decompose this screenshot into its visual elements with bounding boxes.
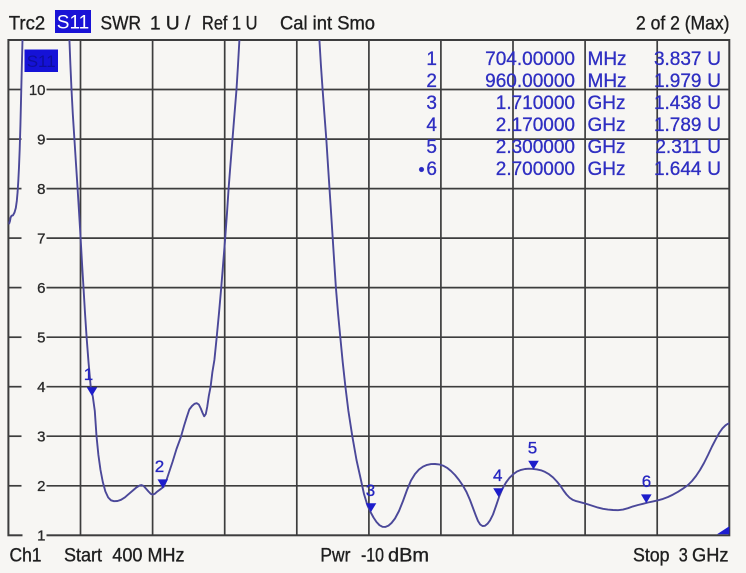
svg-text:960.00000: 960.00000	[485, 71, 575, 92]
svg-text:6: 6	[37, 280, 45, 297]
svg-text:1 U: 1 U	[150, 14, 180, 35]
svg-text:U: U	[707, 159, 721, 180]
svg-text:2: 2	[37, 478, 45, 495]
svg-text:8: 8	[37, 181, 45, 198]
svg-text:1.710000: 1.710000	[496, 93, 575, 114]
svg-text:1: 1	[37, 528, 45, 545]
svg-text:400: 400	[112, 546, 142, 567]
svg-text:MHz: MHz	[588, 71, 627, 92]
svg-text:Pwr: Pwr	[320, 546, 351, 567]
svg-text:dBm: dBm	[388, 546, 429, 567]
svg-text:SWR: SWR	[101, 14, 142, 35]
svg-text:6: 6	[426, 159, 437, 180]
svg-text:/: /	[185, 14, 191, 35]
svg-text:Start: Start	[64, 546, 103, 567]
svg-text:9: 9	[37, 131, 45, 148]
svg-text:Cal int Smo: Cal int Smo	[280, 14, 375, 35]
svg-text:2.700000: 2.700000	[496, 159, 575, 180]
svg-text:1.789: 1.789	[654, 115, 702, 136]
svg-text:3.837: 3.837	[654, 49, 702, 70]
svg-text:3: 3	[366, 481, 375, 500]
svg-text:704.00000: 704.00000	[485, 49, 575, 70]
svg-text:2 of 2 (Max): 2 of 2 (Max)	[636, 14, 730, 35]
svg-text:2: 2	[155, 457, 164, 476]
svg-text:S11: S11	[27, 52, 56, 71]
svg-text:4: 4	[37, 379, 45, 396]
svg-text:GHz: GHz	[588, 159, 626, 180]
svg-text:U: U	[707, 93, 721, 114]
svg-text:1.644: 1.644	[654, 159, 702, 180]
svg-text:Ch1: Ch1	[10, 546, 42, 567]
svg-text:MHz: MHz	[148, 546, 185, 567]
svg-text:GHz: GHz	[692, 546, 729, 567]
svg-text:1: 1	[426, 49, 437, 70]
svg-text:4: 4	[493, 466, 502, 485]
svg-text:10: 10	[29, 82, 46, 99]
svg-text:U: U	[707, 115, 721, 136]
svg-text:5: 5	[426, 137, 437, 158]
svg-text:U: U	[707, 137, 721, 158]
svg-text:1: 1	[84, 365, 93, 384]
svg-text:1.438: 1.438	[654, 93, 702, 114]
svg-text:U: U	[707, 71, 721, 92]
svg-text:GHz: GHz	[588, 93, 626, 114]
svg-text:GHz: GHz	[588, 137, 626, 158]
svg-text:6: 6	[642, 472, 651, 491]
svg-text:MHz: MHz	[588, 49, 627, 70]
svg-text:3: 3	[679, 546, 688, 567]
svg-text:-10: -10	[361, 546, 384, 567]
svg-text:7: 7	[37, 230, 45, 247]
svg-text:S11: S11	[57, 13, 89, 34]
svg-text:2.311: 2.311	[655, 137, 701, 158]
svg-text:Stop: Stop	[633, 546, 670, 567]
svg-text:3: 3	[426, 93, 437, 114]
svg-text:2: 2	[426, 71, 437, 92]
svg-text:5: 5	[37, 330, 45, 347]
svg-text:GHz: GHz	[588, 115, 626, 136]
svg-text:Ref 1 U: Ref 1 U	[202, 14, 258, 35]
svg-text:5: 5	[528, 439, 537, 458]
svg-text:1.979: 1.979	[654, 71, 702, 92]
svg-text:2.300000: 2.300000	[496, 137, 575, 158]
svg-text:3: 3	[37, 429, 45, 446]
svg-text:U: U	[707, 49, 721, 70]
svg-text:4: 4	[426, 115, 437, 136]
svg-text:2.170000: 2.170000	[496, 115, 575, 136]
svg-text:Trc2: Trc2	[9, 14, 45, 35]
